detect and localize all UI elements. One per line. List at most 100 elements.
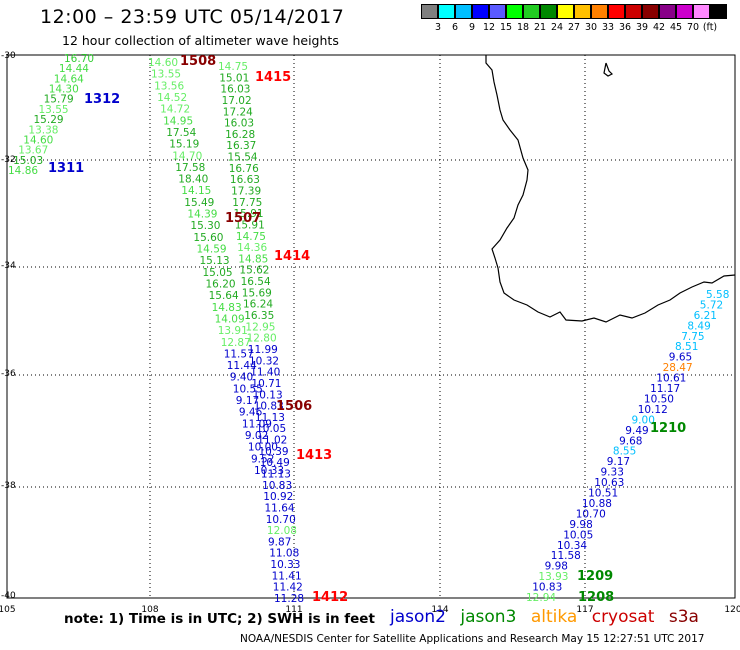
scale-label: 24 xyxy=(550,22,564,33)
legend-jason3: jason3 xyxy=(460,607,517,627)
swh-value-label: 10.39 xyxy=(259,446,289,458)
swh-value-label: 14.60 xyxy=(23,135,53,147)
map-frame xyxy=(6,54,736,599)
swh-value-label: 9.40 xyxy=(230,372,253,384)
swh-value-label: 5.72 xyxy=(700,299,723,311)
pass-number-label: 1413 xyxy=(296,448,332,463)
scale-swatch xyxy=(625,4,642,19)
swh-value-label: 9.87 xyxy=(268,536,291,548)
swh-value-label: 6.21 xyxy=(694,310,717,322)
pass-number-label: 1415 xyxy=(255,70,291,85)
pass-number-label: 1507 xyxy=(225,211,261,226)
swh-value-label: 11.08 xyxy=(269,548,299,560)
swh-value-label: 11.40 xyxy=(250,367,280,379)
swh-value-label: 14.95 xyxy=(163,115,193,127)
scale-swatch xyxy=(489,4,506,19)
swh-value-label: 8.49 xyxy=(687,320,710,332)
swh-value-label: 17.75 xyxy=(232,197,262,209)
pass-number-label: 1412 xyxy=(312,590,348,605)
lon-tick-label: 114 xyxy=(431,605,448,615)
swh-value-label: 16.03 xyxy=(220,84,250,96)
swh-value-label: 14.70 xyxy=(172,150,202,162)
swh-value-label: 16.35 xyxy=(244,310,274,322)
swh-value-label: 11.13 xyxy=(255,412,285,424)
swh-value-label: 9.46 xyxy=(239,407,263,419)
swh-value-label: 14.59 xyxy=(197,244,227,256)
swh-value-label: 11.57 xyxy=(224,348,254,360)
swh-value-label: 15.19 xyxy=(169,139,199,151)
swh-value-label: 14.64 xyxy=(54,73,84,85)
swh-value-label: 9.98 xyxy=(569,519,592,531)
scale-swatch xyxy=(591,4,608,19)
scale-label: 18 xyxy=(516,22,530,33)
legend-cryosat: cryosat xyxy=(591,607,655,627)
pass-number-label: 1506 xyxy=(276,399,312,414)
scale-swatch xyxy=(472,4,489,19)
scale-swatch xyxy=(506,4,523,19)
swh-value-label: 8.55 xyxy=(613,446,636,458)
swh-value-label: 16.20 xyxy=(206,279,236,291)
swh-value-label: 10.05 xyxy=(563,529,593,541)
swh-value-label: 15.91 xyxy=(235,220,265,232)
pass-number-label: 1508 xyxy=(180,54,216,69)
swh-value-label: 11.64 xyxy=(265,502,295,514)
scale-swatch xyxy=(557,4,574,19)
scale-label: 33 xyxy=(601,22,615,33)
swh-value-label: 14.30 xyxy=(49,84,79,96)
lat-tick-label: -40 xyxy=(1,591,16,601)
scale-label: 45 xyxy=(669,22,683,33)
swh-value-label: 9.17 xyxy=(236,395,259,407)
swh-value-label: 15.49 xyxy=(184,197,214,209)
swh-value-label: 17.58 xyxy=(175,162,205,174)
swh-value-label: 10.50 xyxy=(644,394,674,406)
swh-value-label: 11.17 xyxy=(650,383,680,395)
legend-s3a: s3a xyxy=(668,607,699,627)
swh-value-label: 13.38 xyxy=(28,124,58,136)
swh-value-label: 12.95 xyxy=(245,321,275,333)
lat-tick-label: -34 xyxy=(1,261,16,271)
swh-value-label: 10.71 xyxy=(251,378,281,390)
swh-value-label: 16.37 xyxy=(226,140,256,152)
swh-value-label: 16.70 xyxy=(64,53,94,65)
scale-label: (ft) xyxy=(702,22,718,33)
swh-value-label: 15.62 xyxy=(239,265,269,277)
scale-swatch xyxy=(523,4,540,19)
swh-value-label: 15.05 xyxy=(203,267,233,279)
swh-value-label: 7.75 xyxy=(681,331,704,343)
swh-value-label: 14.36 xyxy=(237,242,267,254)
swh-value-label: 11.13 xyxy=(261,469,291,481)
swh-value-label: 9.02 xyxy=(245,430,268,442)
swh-value-label: 15.30 xyxy=(190,220,220,232)
lat-tick-label: -38 xyxy=(1,481,16,491)
swh-value-label: 11.58 xyxy=(551,550,581,562)
scale-label: 30 xyxy=(584,22,598,33)
scale-swatch xyxy=(608,4,625,19)
pass-number-label: 1311 xyxy=(48,161,84,176)
swh-value-label: 13.56 xyxy=(154,80,184,92)
legend-altika: altika xyxy=(530,607,578,627)
swh-value-label: 11.41 xyxy=(272,570,302,582)
swh-value-label: 10.83 xyxy=(254,401,284,413)
swh-value-label: 10.05 xyxy=(256,423,286,435)
swh-value-label: 11.02 xyxy=(257,435,287,447)
scale-label: 3 xyxy=(434,22,442,33)
swh-value-label: 14.44 xyxy=(59,63,89,75)
lat-tick-label: -32 xyxy=(1,155,16,165)
swh-value-label: 14.86 xyxy=(8,165,38,177)
swh-value-label: 9.98 xyxy=(545,561,568,573)
swh-value-label: 8.51 xyxy=(675,341,698,353)
pass-number-label: 1208 xyxy=(578,590,614,605)
swh-value-label: 10.70 xyxy=(266,514,296,526)
swh-value-label: 13.55 xyxy=(151,69,181,81)
swh-value-label: 15.60 xyxy=(193,232,223,244)
swh-value-label: 16.54 xyxy=(241,276,271,288)
swh-value-label: 12.80 xyxy=(247,333,277,345)
map-title: 12:00 – 23:59 UTC 05/14/2017 xyxy=(40,6,345,28)
swh-value-label: 15.54 xyxy=(228,152,258,164)
scale-label: 70 xyxy=(686,22,700,33)
scale-label: 21 xyxy=(533,22,547,33)
scale-swatch xyxy=(438,4,455,19)
lon-tick-label: 111 xyxy=(285,605,302,615)
map-subtitle: 12 hour collection of altimeter wave hei… xyxy=(62,33,339,48)
